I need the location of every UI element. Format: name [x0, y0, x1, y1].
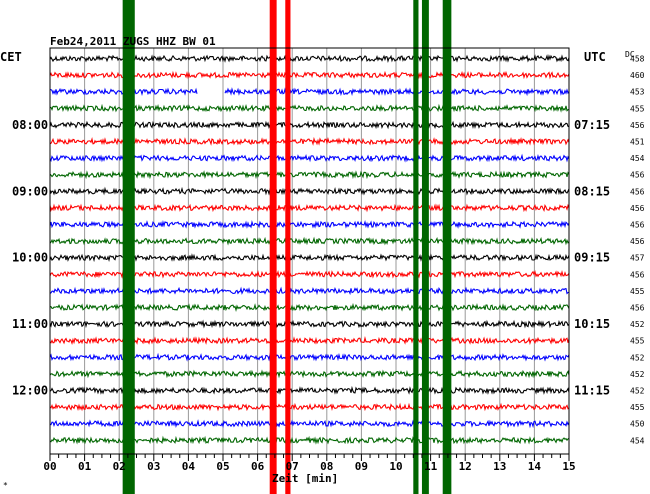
trace-14 [49, 286, 570, 296]
x-tick-label: 13 [493, 460, 506, 473]
trace-11 [49, 236, 570, 246]
trace-22 [49, 419, 570, 429]
dc-value: 457 [630, 254, 645, 263]
event-band-3 [413, 0, 419, 494]
x-tick-label: 08 [320, 460, 333, 473]
utc-time-label: 08:15 [574, 184, 610, 198]
dc-value: 456 [630, 270, 645, 279]
trace-7 [49, 170, 570, 180]
utc-time-label: 11:15 [574, 384, 610, 398]
dc-value: 454 [630, 436, 645, 445]
cet-time-label: 11:00 [12, 317, 48, 331]
x-axis: 00 01 02 03 04 05 06 07 08 09 10 11 12 13 14 15 [43, 454, 576, 473]
x-tick-label: 06 [251, 460, 265, 473]
x-tick-label: 15 [562, 460, 575, 473]
dc-value: 453 [630, 88, 645, 97]
cet-label: CET [0, 50, 22, 64]
trace-4 [49, 120, 570, 130]
dc-value: 452 [630, 387, 645, 396]
trace-16 [49, 319, 570, 329]
dc-value: 452 [630, 320, 645, 329]
dc-label: DC [625, 50, 635, 59]
x-tick-label: 01 [78, 460, 92, 473]
trace-5 [49, 136, 570, 146]
cet-time-label: 10:00 [12, 251, 48, 265]
trace-15 [49, 302, 570, 312]
event-band-0 [122, 0, 135, 494]
x-tick-label: 05 [216, 460, 229, 473]
trace-0 [49, 54, 570, 64]
event-band-1 [269, 0, 277, 494]
dc-value: 456 [630, 237, 645, 246]
trace-6 [49, 153, 570, 163]
x-tick-label: 07 [286, 460, 299, 473]
event-band-2 [285, 0, 291, 494]
traces [49, 54, 570, 445]
x-tick-label: 10 [389, 460, 402, 473]
dc-value: 452 [630, 370, 645, 379]
cet-time-labels: 08:00 09:00 10:00 11:00 12:00 [12, 118, 48, 398]
dc-value: 455 [630, 337, 645, 346]
x-tick-label: 14 [528, 460, 542, 473]
x-tick-label: 04 [182, 460, 196, 473]
dc-value: 452 [630, 353, 645, 362]
dc-value: 460 [630, 71, 645, 80]
trace-3 [49, 103, 570, 113]
trace-23 [49, 435, 570, 445]
trace-1 [49, 70, 570, 80]
dc-value: 450 [630, 420, 645, 429]
x-tick-label: 09 [355, 460, 368, 473]
trace-8 [49, 186, 570, 196]
chart-title: Feb24,2011 ZUGS HHZ BW 01 [50, 35, 216, 48]
dc-value: 455 [630, 403, 645, 412]
corner-mark: * [3, 481, 8, 490]
dc-value: 456 [630, 304, 645, 313]
event-bands [122, 0, 452, 494]
utc-time-labels: 07:15 08:15 09:15 10:15 11:15 [574, 118, 610, 398]
event-band-4 [421, 0, 429, 494]
dc-value: 456 [630, 204, 645, 213]
trace-17 [49, 336, 570, 346]
trace-19 [49, 369, 570, 379]
x-tick-label: 00 [43, 460, 56, 473]
grid-lines [84, 48, 535, 454]
trace-21 [49, 402, 570, 412]
cet-time-label: 12:00 [12, 384, 48, 398]
dc-value: 454 [630, 154, 645, 163]
dc-value: 455 [630, 104, 645, 113]
utc-label: UTC [584, 50, 606, 64]
x-tick-label: 02 [113, 460, 126, 473]
dc-value: 451 [630, 138, 645, 147]
event-band-5 [442, 0, 452, 494]
x-tick-label: 12 [459, 460, 472, 473]
trace-18 [49, 352, 570, 362]
dc-value: 456 [630, 221, 645, 230]
trace-20 [49, 385, 570, 395]
trace-12 [49, 253, 570, 263]
dc-value: 458 [630, 55, 645, 64]
x-tick-label: 11 [424, 460, 438, 473]
trace-9 [49, 203, 570, 213]
dc-value: 456 [630, 187, 645, 196]
trace-13 [49, 269, 570, 279]
utc-time-label: 09:15 [574, 251, 610, 265]
trace-10 [49, 219, 570, 230]
utc-time-label: 10:15 [574, 317, 610, 331]
x-axis-label: Zeit [min] [272, 472, 338, 485]
dc-value: 456 [630, 171, 645, 180]
utc-time-label: 07:15 [574, 118, 610, 132]
dc-value: 456 [630, 121, 645, 130]
dc-values: 458 460 453 455 456 451 454 456 456 456 456 456 457 4… [630, 55, 645, 446]
x-tick-label: 03 [147, 460, 160, 473]
cet-time-label: 08:00 [12, 118, 48, 132]
cet-time-label: 09:00 [12, 184, 48, 198]
dc-value: 455 [630, 287, 645, 296]
